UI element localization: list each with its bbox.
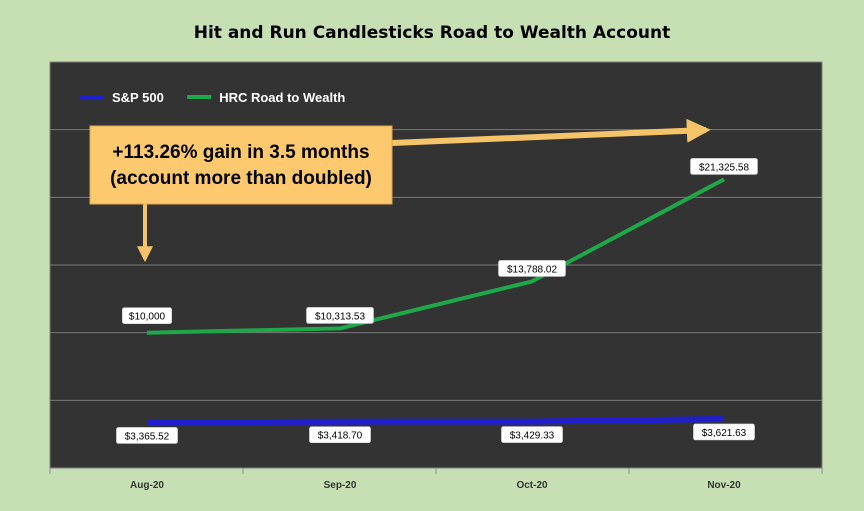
x-tick-label: Nov-20 xyxy=(707,480,741,491)
data-label: $10,313.53 xyxy=(306,307,374,324)
data-label: $3,418.70 xyxy=(309,426,371,444)
data-label: $13,788.02 xyxy=(498,260,566,277)
data-labels: $3,365.52 $3,418.70 $3,429.33 $3,621.63 $10,… xyxy=(116,158,758,444)
data-label-text: $3,365.52 xyxy=(125,431,170,442)
data-label: $3,365.52 xyxy=(116,427,178,444)
data-label-box xyxy=(309,426,371,444)
series-line xyxy=(146,416,725,426)
data-label: $3,621.63 xyxy=(693,423,755,441)
data-label-box xyxy=(116,427,178,444)
data-label-box xyxy=(690,158,758,175)
data-label-box xyxy=(122,307,172,324)
callout-line: (account more than doubled) xyxy=(110,168,372,189)
data-label-box xyxy=(306,307,374,324)
series-line xyxy=(146,177,725,335)
data-label: $10,000 xyxy=(122,307,172,324)
legend: S&P 500 HRC Road to Wealth xyxy=(80,90,345,105)
data-label-text: $13,788.02 xyxy=(507,264,557,275)
data-label-text: $3,621.63 xyxy=(702,428,747,439)
data-label-text: $3,429.33 xyxy=(510,431,555,442)
chart-title: Hit and Run Candlesticks Road to Wealth … xyxy=(194,23,671,43)
data-label-text: $10,000 xyxy=(129,312,166,323)
callout-arrow-right xyxy=(391,118,711,146)
x-tick-label: Sep-20 xyxy=(324,480,357,491)
data-label-text: $21,325.58 xyxy=(699,162,749,173)
callout: +113.26% gain in 3.5 months (account more… xyxy=(89,118,711,263)
x-tick-label: Aug-20 xyxy=(130,480,164,491)
data-label-box xyxy=(498,260,566,277)
data-label-text: $3,418.70 xyxy=(318,431,363,442)
callout-box xyxy=(89,125,393,205)
data-label-box xyxy=(501,426,563,443)
x-axis: Aug-20 Sep-20 Oct-20 Nov-20 xyxy=(49,468,823,491)
series-layer xyxy=(146,177,725,426)
data-label-box xyxy=(693,423,755,441)
data-label: $3,429.33 xyxy=(501,426,563,443)
x-tick-label: Oct-20 xyxy=(516,480,548,491)
data-label-text: $10,313.53 xyxy=(315,311,365,322)
data-label: $21,325.58 xyxy=(690,158,758,175)
legend-label: S&P 500 xyxy=(112,90,164,105)
callout-line: +113.26% gain in 3.5 months xyxy=(112,142,369,163)
legend-label: HRC Road to Wealth xyxy=(219,90,345,105)
